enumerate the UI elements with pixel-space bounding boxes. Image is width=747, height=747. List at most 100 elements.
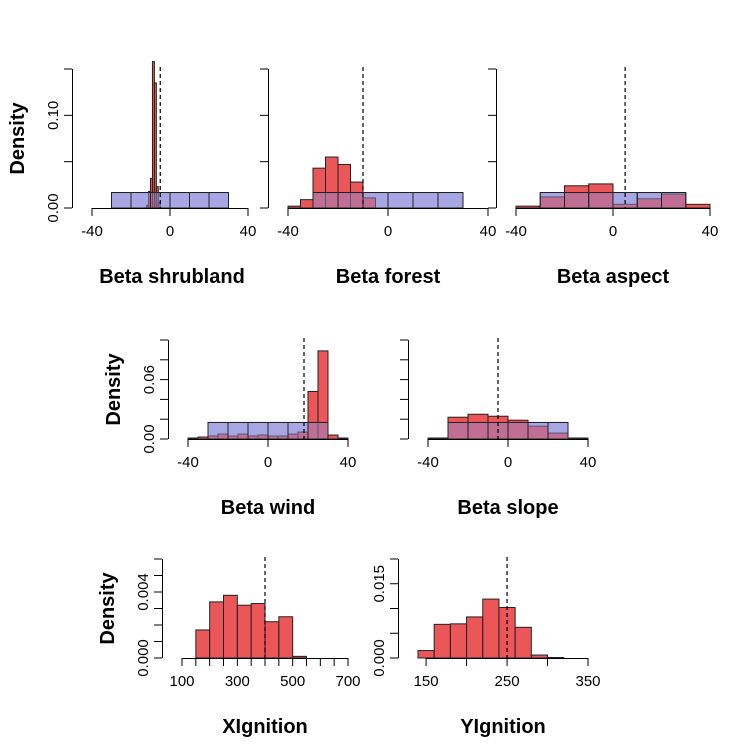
- prior-bar-overlay: [437, 192, 464, 209]
- x-axis-title: Beta slope: [457, 497, 558, 519]
- y-axis-title: Density: [7, 102, 29, 175]
- x-tick-label: 40: [340, 454, 357, 471]
- x-axis-title: Beta aspect: [557, 266, 670, 288]
- x-tick-label: 0: [166, 223, 174, 240]
- prior-bar-overlay: [247, 421, 269, 440]
- prior-bar-overlay: [661, 192, 687, 209]
- posterior-bar: [250, 603, 266, 659]
- y-tick-label: 0.000: [371, 639, 388, 677]
- prior-bar-overlay: [130, 192, 151, 209]
- x-tick-label: 500: [280, 673, 305, 690]
- prior-bar-overlay: [412, 192, 439, 209]
- posterior-bar: [187, 437, 199, 440]
- posterior-bar: [685, 203, 711, 209]
- panel-5: -40 0 40 Beta slope: [400, 338, 596, 519]
- posterior-bar: [300, 199, 314, 209]
- posterior-bar: [530, 654, 549, 659]
- posterior-bar: [278, 616, 294, 659]
- x-tick-label: 40: [480, 223, 497, 240]
- x-axis-title: XIgnition: [222, 716, 308, 738]
- panel-3: -40 0 40 Beta aspect: [488, 67, 718, 288]
- posterior-bar: [287, 205, 301, 209]
- x-tick-label: 40: [580, 454, 597, 471]
- posterior-bar: [567, 437, 589, 440]
- x-tick-label: 40: [240, 223, 257, 240]
- prior-bar-overlay: [636, 192, 662, 209]
- x-tick-label: 250: [495, 673, 520, 690]
- prior-bar-overlay: [362, 192, 389, 209]
- posterior-bar: [515, 205, 541, 209]
- x-tick-label: -40: [81, 223, 103, 240]
- panel-4: -40 0 40 0.00 0.06 Beta wind Density: [103, 338, 356, 519]
- prior-bar-overlay: [507, 421, 529, 440]
- prior-bar-overlay: [312, 192, 339, 209]
- prior-bar-overlay: [287, 421, 309, 440]
- posterior-bar: [209, 601, 225, 659]
- posterior-bar: [223, 594, 238, 659]
- y-tick-label: 0.015: [371, 565, 388, 603]
- posterior-bar: [337, 437, 349, 440]
- prior-bar-overlay: [527, 421, 549, 440]
- x-tick-label: -40: [417, 454, 439, 471]
- panel-6: 100 300 500 700 0.000 0.004 XIgnition Density: [97, 557, 361, 738]
- prior-bar-overlay: [227, 421, 249, 440]
- prior-bar-overlay: [588, 192, 614, 209]
- y-tick-label: 0.10: [45, 101, 62, 130]
- posterior-bar: [327, 434, 339, 440]
- prior-bar-overlay: [447, 421, 469, 440]
- x-tick-label: -40: [277, 223, 299, 240]
- x-tick-label: 0: [264, 454, 272, 471]
- prior-bar-overlay: [387, 192, 414, 209]
- x-tick-label: 0: [609, 223, 617, 240]
- posterior-bar: [514, 626, 532, 659]
- posterior-bar: [417, 650, 435, 659]
- posterior-bar: [292, 655, 307, 659]
- x-axis-title: Beta shrubland: [99, 266, 245, 288]
- x-tick-label: 700: [335, 673, 360, 690]
- posterior-bar: [236, 604, 252, 659]
- posterior-bar: [197, 436, 209, 440]
- x-tick-label: -40: [177, 454, 199, 471]
- prior-bar-overlay: [337, 192, 364, 209]
- prior-bar-overlay: [267, 421, 289, 440]
- prior-bar-overlay: [564, 192, 590, 209]
- y-axis-title: Density: [97, 572, 119, 645]
- x-tick-label: 350: [575, 673, 600, 690]
- y-axis-title: Density: [103, 353, 125, 426]
- prior-bar-overlay: [467, 421, 489, 440]
- prior-bar-overlay: [189, 192, 210, 209]
- x-tick-label: 40: [702, 223, 719, 240]
- prior-bar-overlay: [169, 192, 190, 209]
- prior-bar-overlay: [539, 192, 565, 209]
- prior-bar-overlay: [208, 192, 229, 209]
- y-tick-label: 0.06: [141, 365, 158, 394]
- prior-bar-overlay: [307, 421, 329, 440]
- y-tick-label: 0.00: [141, 424, 158, 453]
- y-tick-label: 0.000: [135, 639, 152, 677]
- x-tick-label: -40: [505, 223, 527, 240]
- prior-bar-overlay: [111, 192, 132, 209]
- panel-7: 150 250 350 0.000 0.015 YIgnition: [371, 557, 601, 738]
- x-tick-label: 0: [504, 454, 512, 471]
- x-axis-title: Beta wind: [221, 497, 315, 519]
- x-axis-title: YIgnition: [460, 716, 546, 738]
- x-tick-label: 100: [169, 673, 194, 690]
- posterior-bar: [195, 629, 211, 659]
- panel-2: -40 0 40 Beta forest: [260, 67, 496, 288]
- posterior-bar: [427, 437, 449, 440]
- panel-1: -40 0 40 0.00 0.10 Beta shrubland Density: [7, 61, 257, 288]
- posterior-bar: [433, 623, 451, 659]
- y-tick-label: 0.00: [45, 193, 62, 222]
- y-tick-label: 0.004: [135, 573, 152, 611]
- x-tick-label: 300: [225, 673, 250, 690]
- x-axis-title: Beta forest: [336, 266, 441, 288]
- prior-bar-overlay: [547, 421, 569, 440]
- prior-bar-overlay: [207, 421, 229, 440]
- x-tick-label: 0: [384, 223, 392, 240]
- posterior-bar: [449, 623, 468, 659]
- posterior-bar: [264, 621, 280, 659]
- x-tick-label: 150: [414, 673, 439, 690]
- posterior-bar: [482, 598, 500, 659]
